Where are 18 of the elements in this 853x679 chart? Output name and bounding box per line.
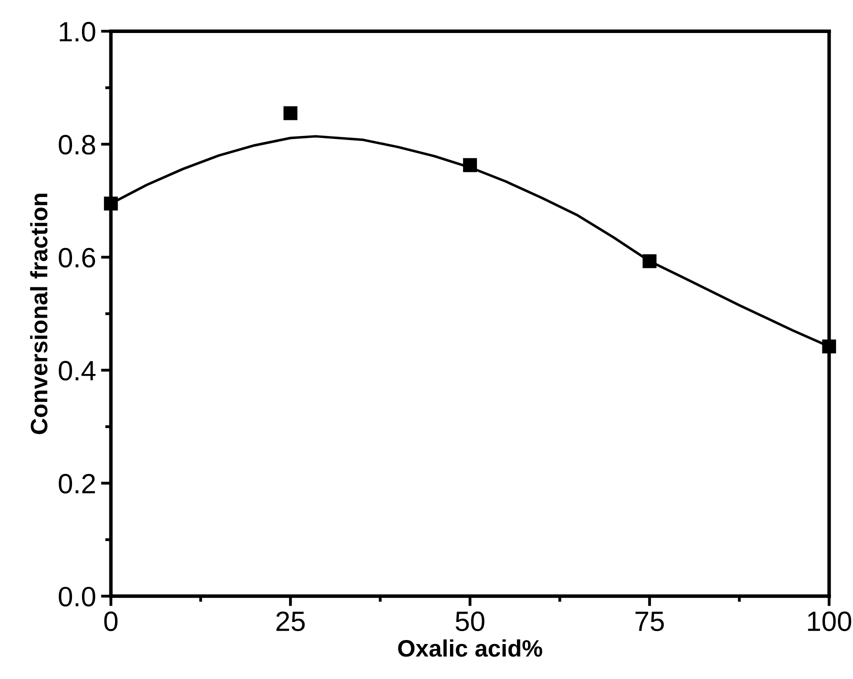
y-tick-label: 0.0 xyxy=(58,586,96,606)
y-tick-label: 0.6 xyxy=(58,248,96,268)
point xyxy=(822,340,836,354)
x-axis-title: Oxalic acid% xyxy=(398,639,542,657)
x-tick-label: 0 xyxy=(104,611,118,632)
x-tick-label: 50 xyxy=(456,611,484,632)
point xyxy=(463,158,477,172)
y-tick-label: 0.4 xyxy=(58,360,96,381)
point xyxy=(284,106,298,120)
point xyxy=(104,196,118,210)
y-tick-label: 0.8 xyxy=(58,134,96,155)
y-tick-label: 0.2 xyxy=(58,474,95,494)
point xyxy=(642,254,657,268)
y-tick-label: 1.0 xyxy=(60,22,96,42)
x-tick-label: 100 xyxy=(808,611,852,632)
x-tick-label: 75 xyxy=(636,612,664,632)
y-axis-title: Conversional fraction xyxy=(30,194,48,434)
x-tick-label: 25 xyxy=(276,611,305,632)
